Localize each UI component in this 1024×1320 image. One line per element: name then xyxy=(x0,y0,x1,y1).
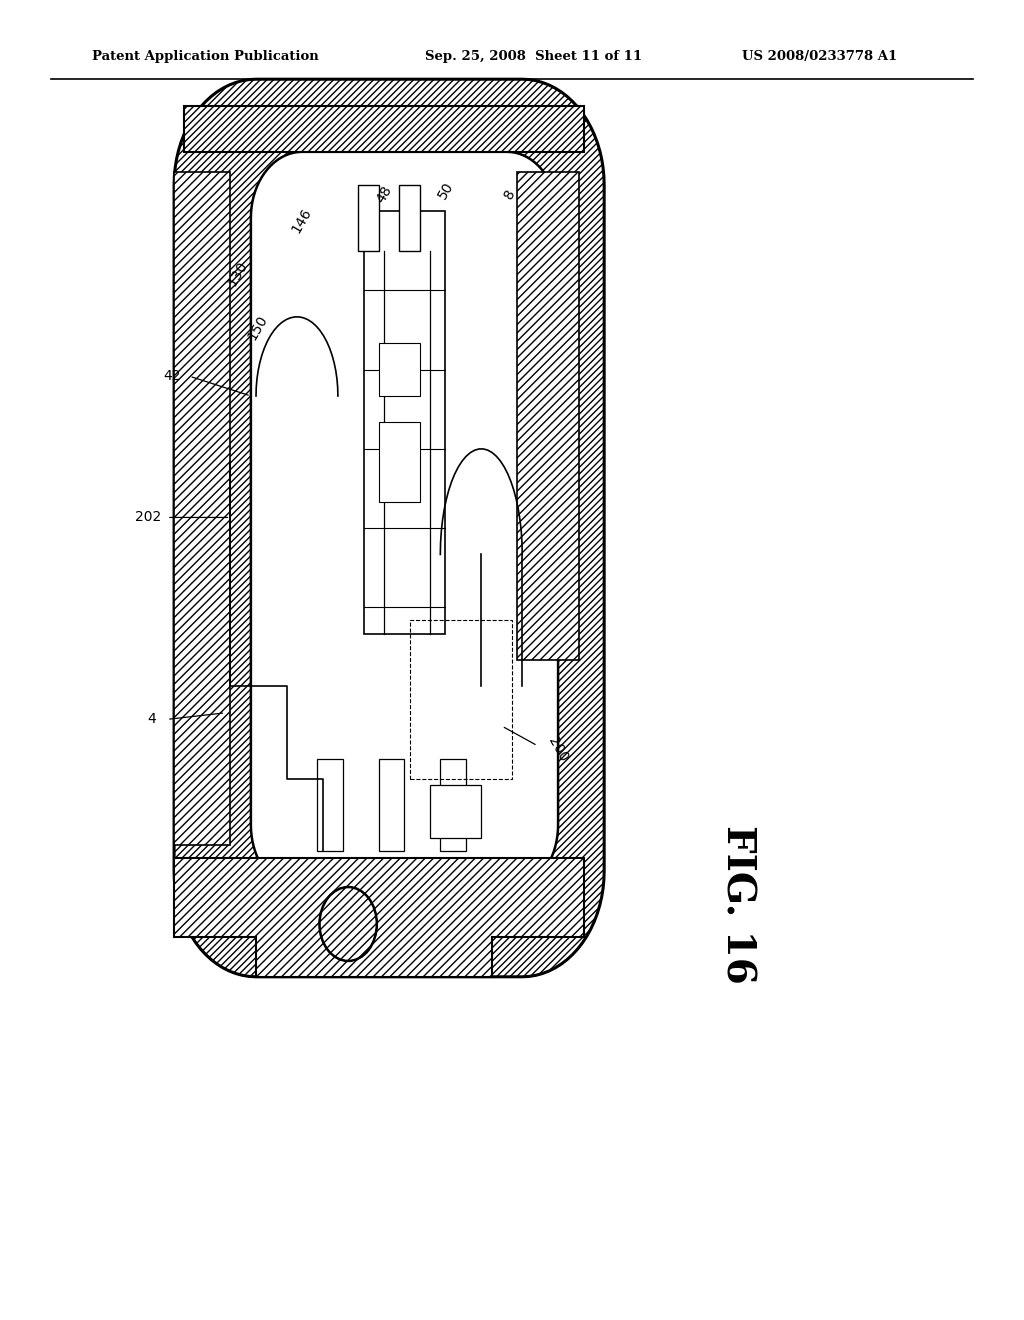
Text: 202: 202 xyxy=(135,511,162,524)
Polygon shape xyxy=(517,172,579,660)
Bar xyxy=(379,343,420,396)
Text: 150: 150 xyxy=(246,313,270,342)
Polygon shape xyxy=(174,172,230,845)
Bar xyxy=(410,620,512,779)
Polygon shape xyxy=(174,858,584,977)
Bar xyxy=(379,422,420,502)
Bar xyxy=(358,185,379,251)
Bar xyxy=(440,759,466,851)
Polygon shape xyxy=(251,152,558,891)
Text: FIG. 16: FIG. 16 xyxy=(718,825,757,983)
Bar xyxy=(430,785,481,838)
Bar xyxy=(317,759,343,851)
Text: Patent Application Publication: Patent Application Publication xyxy=(92,50,318,63)
Text: US 2008/0233778 A1: US 2008/0233778 A1 xyxy=(742,50,898,63)
Text: 130: 130 xyxy=(225,259,250,288)
Polygon shape xyxy=(174,79,604,977)
Polygon shape xyxy=(184,106,584,152)
Bar xyxy=(399,185,420,251)
Text: 8: 8 xyxy=(502,186,518,202)
Bar xyxy=(364,211,445,634)
Text: 48: 48 xyxy=(374,183,394,205)
Text: 50: 50 xyxy=(435,180,456,201)
Text: 200: 200 xyxy=(546,735,570,764)
Text: 42: 42 xyxy=(163,370,181,383)
Bar xyxy=(379,759,404,851)
Text: Sep. 25, 2008  Sheet 11 of 11: Sep. 25, 2008 Sheet 11 of 11 xyxy=(425,50,642,63)
Text: 4: 4 xyxy=(147,713,156,726)
Text: 146: 146 xyxy=(290,206,314,235)
Circle shape xyxy=(319,887,377,961)
